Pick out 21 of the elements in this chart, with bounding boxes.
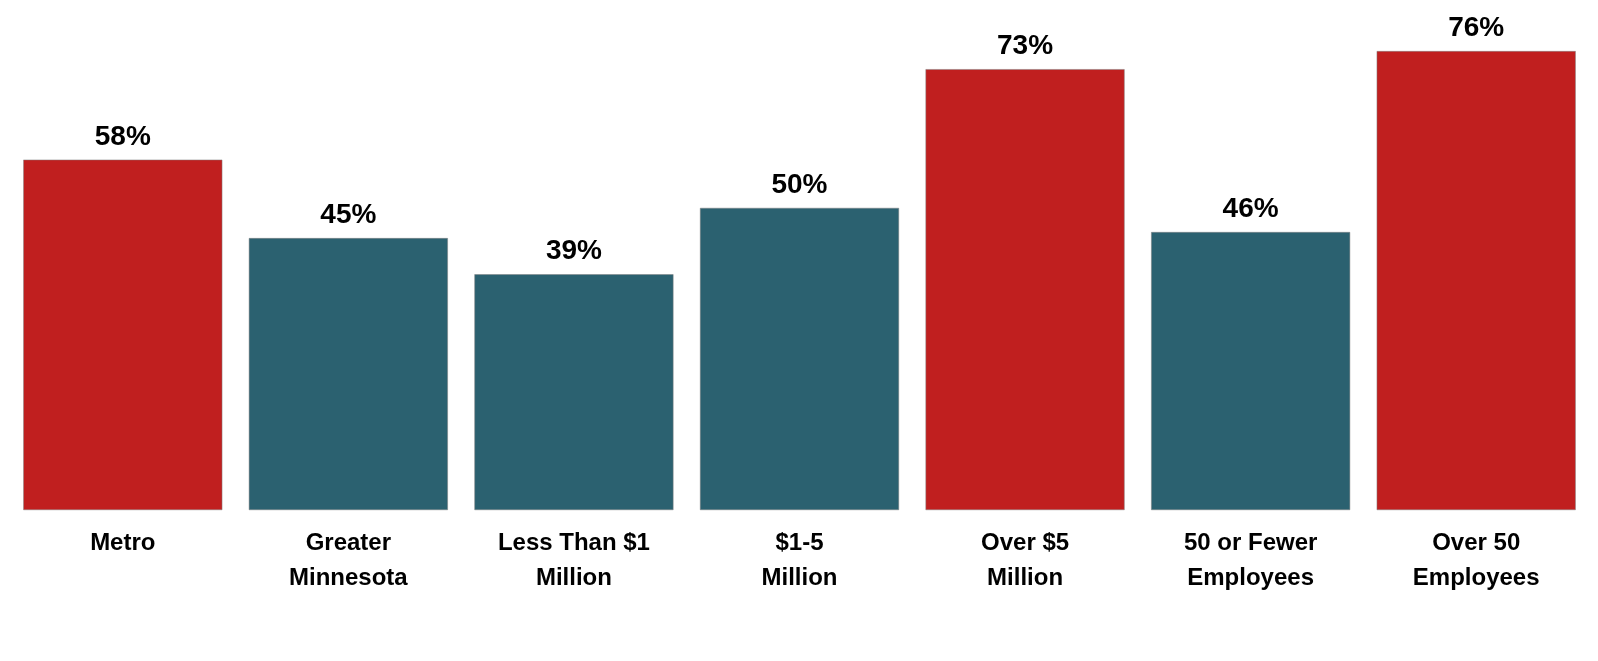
x-tick-label: $1-5 Million <box>761 528 838 591</box>
bar <box>23 159 223 511</box>
bar <box>925 68 1125 511</box>
x-tick-label: Greater Minnesota <box>289 528 409 591</box>
data-label: 73% <box>997 29 1054 61</box>
data-label: 46% <box>1222 192 1279 224</box>
x-tick-label: Over $5 Million <box>981 528 1070 591</box>
bar <box>1150 231 1351 511</box>
data-label: 45% <box>320 198 377 230</box>
data-label: 58% <box>94 119 151 151</box>
data-label: 50% <box>771 168 828 200</box>
bar <box>248 237 449 511</box>
bar <box>474 274 674 511</box>
x-tick-label: Over 50 Employees <box>1412 528 1540 591</box>
bar <box>699 207 900 511</box>
x-tick-label: Less Than $1 Million <box>497 528 650 591</box>
bar <box>1376 50 1576 511</box>
x-tick-label: 50 or Fewer Employees <box>1183 528 1318 591</box>
data-label: 76% <box>1448 11 1505 43</box>
x-tick-label: Metro <box>90 528 156 556</box>
data-label: 39% <box>545 234 603 266</box>
